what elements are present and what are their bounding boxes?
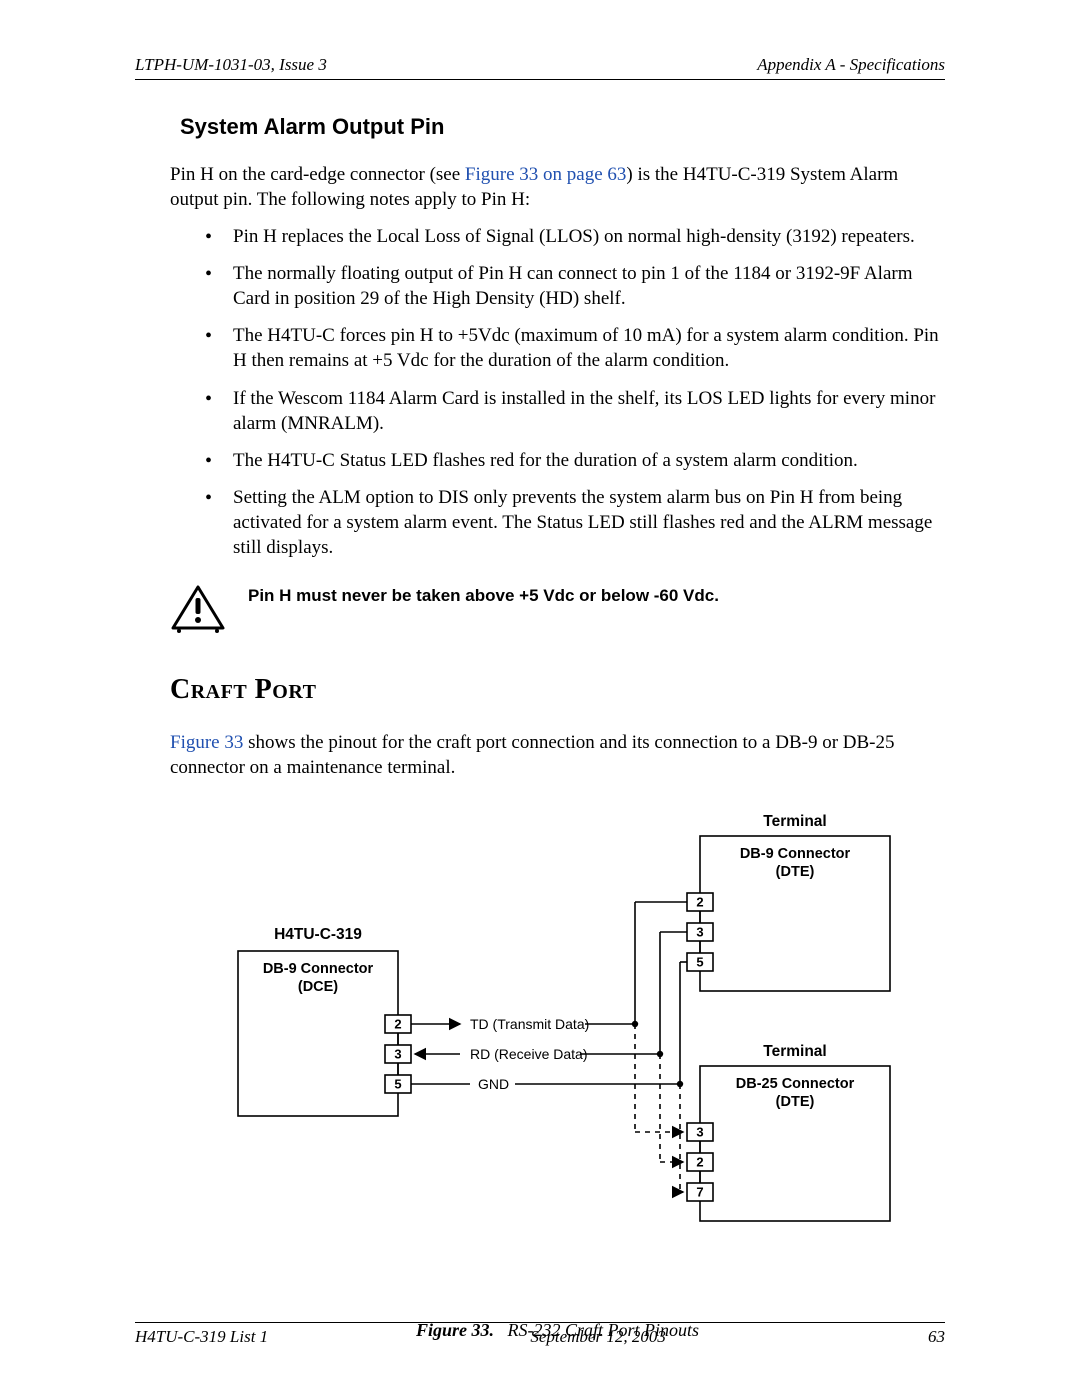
list-item: Pin H replaces the Local Loss of Signal … — [205, 224, 945, 249]
svg-text:TD (Transmit Data): TD (Transmit Data) — [470, 1016, 589, 1032]
caution-block: Pin H must never be taken above +5 Vdc o… — [170, 584, 945, 634]
svg-text:RD (Receive Data): RD (Receive Data) — [470, 1046, 587, 1062]
figure-link-2[interactable]: Figure 33 — [170, 732, 243, 753]
svg-text:5: 5 — [394, 1077, 401, 1092]
page-header: LTPH-UM-1031-03, Issue 3 Appendix A - Sp… — [135, 55, 945, 80]
svg-text:DB-25 Connector: DB-25 Connector — [736, 1076, 855, 1092]
svg-text:3: 3 — [696, 925, 703, 940]
svg-text:7: 7 — [696, 1185, 703, 1200]
list-item: If the Wescom 1184 Alarm Card is install… — [205, 386, 945, 436]
svg-text:GND: GND — [478, 1076, 509, 1092]
intro-paragraph: Pin H on the card-edge connector (see Fi… — [170, 162, 945, 212]
section-title-craft: Craft Port — [170, 674, 945, 706]
svg-text:2: 2 — [696, 1155, 703, 1170]
svg-text:(DCE): (DCE) — [298, 979, 338, 995]
page-footer: H4TU-C-319 List 1 September 12, 2003 63 — [135, 1322, 945, 1347]
footer-left: H4TU-C-319 List 1 — [135, 1327, 268, 1347]
svg-text:H4TU-C-319: H4TU-C-319 — [274, 926, 362, 943]
footer-right: 63 — [928, 1327, 945, 1347]
bullet-list: Pin H replaces the Local Loss of Signal … — [205, 224, 945, 560]
figure-link[interactable]: Figure 33 on page 63 — [465, 164, 626, 185]
list-item: Setting the ALM option to DIS only preve… — [205, 485, 945, 560]
header-right: Appendix A - Specifications — [757, 55, 945, 75]
list-item: The normally floating output of Pin H ca… — [205, 261, 945, 311]
svg-text:3: 3 — [696, 1125, 703, 1140]
figure-diagram: H4TU-C-319 DB-9 Connector (DCE) 2 3 5 Terminal… — [170, 806, 945, 1341]
svg-text:3: 3 — [394, 1047, 401, 1062]
footer-center: September 12, 2003 — [530, 1327, 666, 1347]
svg-text:2: 2 — [394, 1017, 401, 1032]
svg-text:(DTE): (DTE) — [776, 1094, 815, 1110]
svg-text:DB-9 Connector: DB-9 Connector — [740, 846, 851, 862]
craft-paragraph: Figure 33 shows the pinout for the craft… — [170, 730, 945, 780]
caution-icon — [170, 584, 226, 634]
svg-text:Terminal: Terminal — [763, 1043, 826, 1060]
svg-text:5: 5 — [696, 955, 703, 970]
list-item: The H4TU-C forces pin H to +5Vdc (maximu… — [205, 323, 945, 373]
header-left: LTPH-UM-1031-03, Issue 3 — [135, 55, 327, 75]
list-item: The H4TU-C Status LED flashes red for th… — [205, 448, 945, 473]
svg-text:(DTE): (DTE) — [776, 864, 815, 880]
section-title-alarm: System Alarm Output Pin — [180, 114, 945, 140]
svg-text:2: 2 — [696, 895, 703, 910]
svg-text:Terminal: Terminal — [763, 813, 826, 830]
caution-text: Pin H must never be taken above +5 Vdc o… — [248, 584, 719, 606]
svg-text:DB-9 Connector: DB-9 Connector — [263, 961, 374, 977]
